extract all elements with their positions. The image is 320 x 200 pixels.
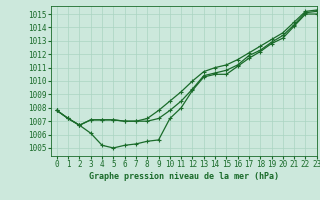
X-axis label: Graphe pression niveau de la mer (hPa): Graphe pression niveau de la mer (hPa): [89, 172, 279, 181]
